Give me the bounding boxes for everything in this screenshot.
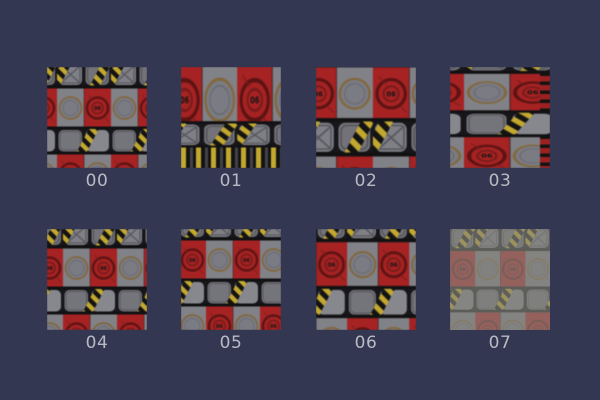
patch-label-03: 03 (488, 171, 512, 191)
texture-thumbnail-00[interactable] (47, 67, 147, 168)
patch-label-00: 00 (85, 171, 109, 191)
texture-patch-image-01 (181, 67, 281, 168)
patch-label-01: 01 (219, 171, 243, 191)
texture-patch-image-07 (450, 229, 550, 330)
thumbnail-cell-07: 07 (450, 229, 550, 354)
texture-thumbnail-05[interactable] (181, 229, 281, 330)
edge-smear-stripes (540, 137, 550, 168)
patch-label-02: 02 (354, 171, 378, 191)
thumbnail-cell-06: 06 (316, 229, 416, 354)
edge-smear-stripes (540, 73, 550, 112)
patch-label-06: 06 (354, 333, 378, 353)
noise-overlay-light (450, 229, 550, 330)
texture-patch-image-04 (47, 229, 147, 330)
thumbnail-cell-01: 01 (181, 67, 281, 192)
texture-thumbnail-01[interactable] (181, 67, 281, 168)
thumbnail-cell-05: 05 (181, 229, 281, 354)
texture-thumbnail-04[interactable] (47, 229, 147, 330)
texture-thumbnail-02[interactable] (316, 67, 416, 168)
texture-patch-image-03 (450, 67, 550, 168)
thumbnail-cell-00: 00 (47, 67, 147, 192)
patch-label-05: 05 (219, 333, 243, 353)
texture-thumbnail-03[interactable] (450, 67, 550, 168)
texture-patch-image-05 (181, 229, 281, 330)
texture-patch-image-00 (47, 67, 147, 168)
patch-label-04: 04 (85, 333, 109, 353)
thumbnail-cell-02: 02 (316, 67, 416, 192)
thumbnail-cell-04: 04 (47, 229, 147, 354)
texture-patch-image-06 (316, 229, 416, 330)
thumbnail-cell-03: 03 (450, 67, 550, 192)
texture-thumbnail-07[interactable] (450, 229, 550, 330)
edge-smear-stripes (181, 147, 281, 168)
texture-patch-image-02 (316, 67, 416, 168)
patch-label-07: 07 (488, 333, 512, 353)
texture-thumbnail-06[interactable] (316, 229, 416, 330)
